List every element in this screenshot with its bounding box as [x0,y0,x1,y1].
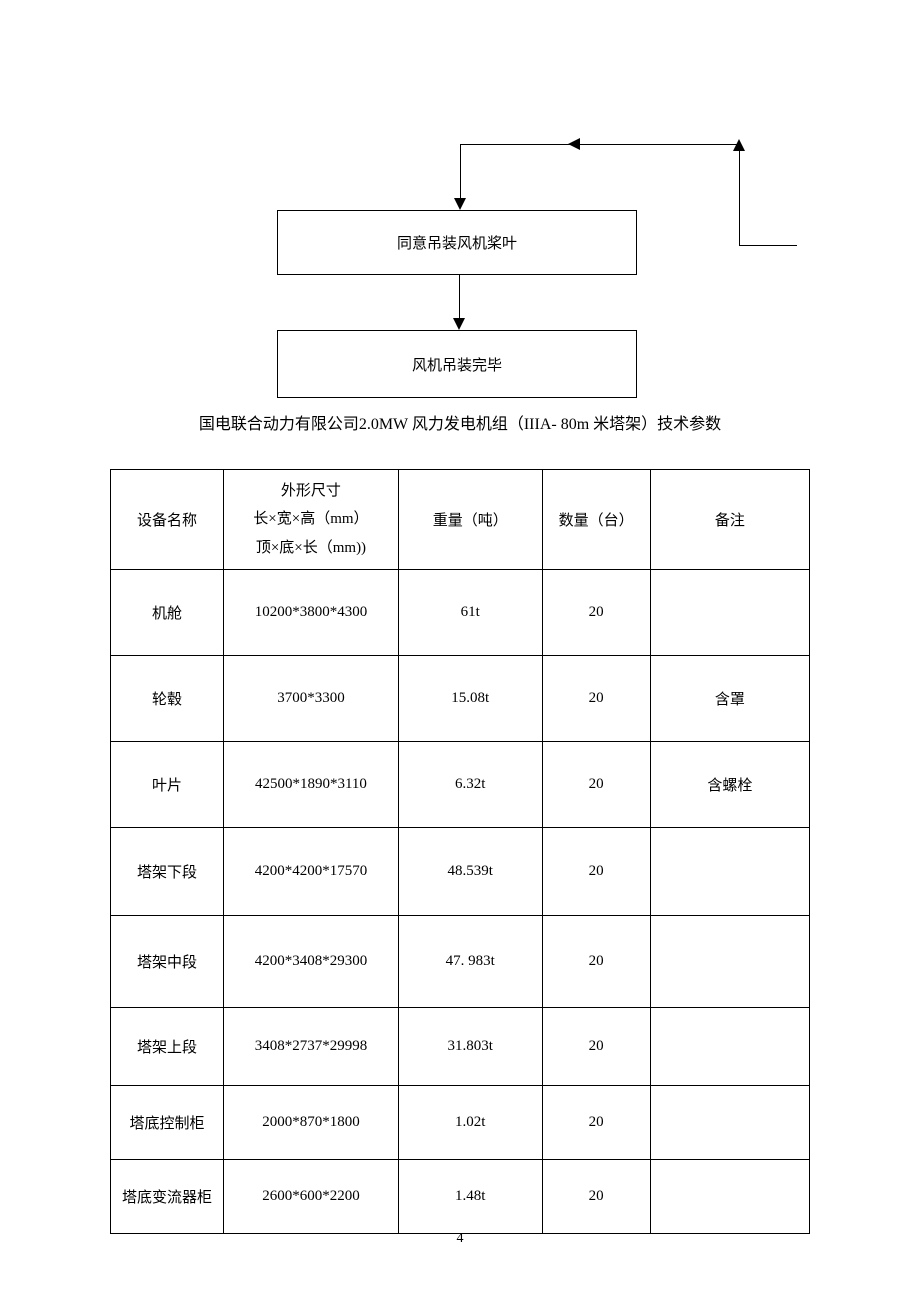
arrow-head-left [568,138,580,150]
table-row: 塔架中段4200*3408*2930047. 983t20 [111,916,810,1008]
arrow-head-up [733,139,745,151]
arrow-line-right-v [739,149,740,245]
flow-box-approve-install: 同意吊装风机桨叶 [277,210,637,275]
cell-dim: 2600*600*2200 [224,1160,399,1234]
page-number: 4 [0,1231,920,1247]
table-row: 塔底控制柜2000*870*18001.02t20 [111,1086,810,1160]
cell-name: 机舱 [111,570,224,656]
cell-name: 塔架下段 [111,828,224,916]
cell-remark [650,1086,809,1160]
cell-dim: 2000*870*1800 [224,1086,399,1160]
cell-name: 塔架上段 [111,1008,224,1086]
flow-box2-label: 风机吊装完毕 [412,354,502,375]
table-row: 塔架下段4200*4200*1757048.539t20 [111,828,810,916]
cell-dim: 3700*3300 [224,656,399,742]
cell-weight: 1.48t [398,1160,542,1234]
cell-name: 塔底控制柜 [111,1086,224,1160]
table-row: 叶片42500*1890*31106.32t20含螺栓 [111,742,810,828]
cell-remark [650,828,809,916]
cell-dim: 4200*4200*17570 [224,828,399,916]
cell-weight: 1.02t [398,1086,542,1160]
spec-table: 设备名称 外形尺寸 长×宽×高（mm） 顶×底×长（mm)) 重量（吨） 数量（… [110,469,810,1234]
cell-name: 叶片 [111,742,224,828]
arrow-head-down-in [454,198,466,210]
cell-dim: 3408*2737*29998 [224,1008,399,1086]
table-row: 机舱10200*3800*430061t20 [111,570,810,656]
cell-weight: 31.803t [398,1008,542,1086]
cell-weight: 15.08t [398,656,542,742]
table-body: 机舱10200*3800*430061t20轮毂3700*330015.08t2… [111,570,810,1234]
arrow-line-top-v [460,144,461,199]
cell-dim: 10200*3800*4300 [224,570,399,656]
cell-remark [650,1160,809,1234]
cell-qty: 20 [542,1160,650,1234]
cell-qty: 20 [542,742,650,828]
arrow-head-mid [453,318,465,330]
cell-weight: 47. 983t [398,916,542,1008]
cell-remark [650,916,809,1008]
th-weight: 重量（吨） [398,470,542,570]
table-title: 国电联合动力有限公司2.0MW 风力发电机组（IIIA- 80m 米塔架）技术参… [110,410,810,434]
table-row: 塔底变流器柜2600*600*22001.48t20 [111,1160,810,1234]
cell-qty: 20 [542,1086,650,1160]
arrow-line-mid-v [459,275,460,319]
cell-remark [650,570,809,656]
arrow-line-right-h [739,245,797,246]
th-qty: 数量（台） [542,470,650,570]
cell-dim: 42500*1890*3110 [224,742,399,828]
cell-dim: 4200*3408*29300 [224,916,399,1008]
cell-qty: 20 [542,656,650,742]
cell-qty: 20 [542,570,650,656]
table-row: 塔架上段3408*2737*2999831.803t20 [111,1008,810,1086]
arrow-line-top-h [460,144,740,145]
cell-qty: 20 [542,916,650,1008]
cell-remark: 含罩 [650,656,809,742]
cell-name: 轮毂 [111,656,224,742]
th-name: 设备名称 [111,470,224,570]
cell-remark: 含螺栓 [650,742,809,828]
th-remark: 备注 [650,470,809,570]
th-dim: 外形尺寸 长×宽×高（mm） 顶×底×长（mm)) [224,470,399,570]
flow-box-install-complete: 风机吊装完毕 [277,330,637,398]
table-header-row: 设备名称 外形尺寸 长×宽×高（mm） 顶×底×长（mm)) 重量（吨） 数量（… [111,470,810,570]
cell-qty: 20 [542,828,650,916]
cell-weight: 6.32t [398,742,542,828]
cell-qty: 20 [542,1008,650,1086]
flow-diagram: 同意吊装风机桨叶 风机吊装完毕 [110,70,810,400]
cell-name: 塔架中段 [111,916,224,1008]
cell-name: 塔底变流器柜 [111,1160,224,1234]
cell-weight: 61t [398,570,542,656]
table-row: 轮毂3700*330015.08t20含罩 [111,656,810,742]
cell-weight: 48.539t [398,828,542,916]
cell-remark [650,1008,809,1086]
flow-box1-label: 同意吊装风机桨叶 [397,232,517,253]
